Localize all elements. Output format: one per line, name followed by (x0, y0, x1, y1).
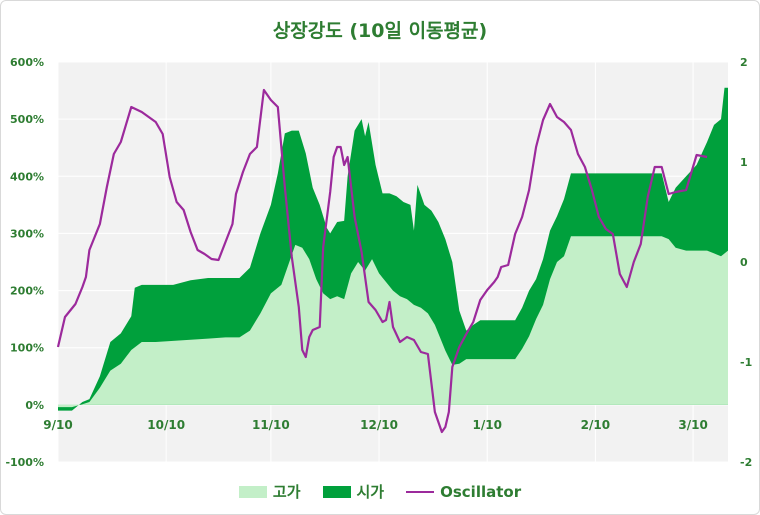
y-left-tick-3: 300% (10, 227, 44, 240)
legend-label-high: 고가 (272, 483, 301, 501)
legend-swatch-high (238, 485, 267, 498)
series-oscillator-line (56, 88, 708, 434)
y-left-tick-7: -100% (5, 456, 44, 469)
y-right-tick-4: -2 (740, 456, 752, 469)
legend-item-high: 고가 (238, 481, 301, 502)
x-tick-2: 11/10 (252, 418, 290, 432)
x-tick-0: 9/10 (43, 418, 72, 432)
y-right-tick-3: -1 (740, 356, 752, 369)
y-left-tick-5: 100% (10, 342, 44, 355)
legend-item-open: 시가 (322, 481, 385, 502)
y-left-tick-0: 600% (10, 56, 44, 69)
y-left-tick-4: 200% (10, 285, 44, 298)
legend-swatch-open (322, 485, 351, 498)
x-tick-1: 10/10 (147, 418, 185, 432)
x-tick-3: 12/10 (360, 418, 398, 432)
x-tick-5: 2/10 (581, 418, 610, 432)
y-right-tick-0: 2 (740, 56, 748, 69)
legend-label-open: 시가 (356, 483, 385, 501)
legend-swatch-oscillator (406, 490, 435, 493)
y-left-tick-6: 0% (25, 399, 44, 412)
x-tick-4: 1/10 (473, 418, 502, 432)
chart-legend: 고가 시가 Oscillator (0, 481, 760, 502)
legend-item-oscillator: Oscillator (406, 483, 521, 501)
chart-title: 상장강도 (10일 이동평균) (272, 20, 488, 42)
y-left-tick-2: 400% (10, 170, 44, 183)
y-right-tick-1: 1 (740, 156, 748, 169)
y-right-tick-2: 0 (740, 256, 748, 269)
legend-label-oscillator: Oscillator (440, 482, 522, 501)
x-tick-6: 3/10 (678, 418, 707, 432)
y-left-tick-1: 500% (10, 113, 44, 126)
